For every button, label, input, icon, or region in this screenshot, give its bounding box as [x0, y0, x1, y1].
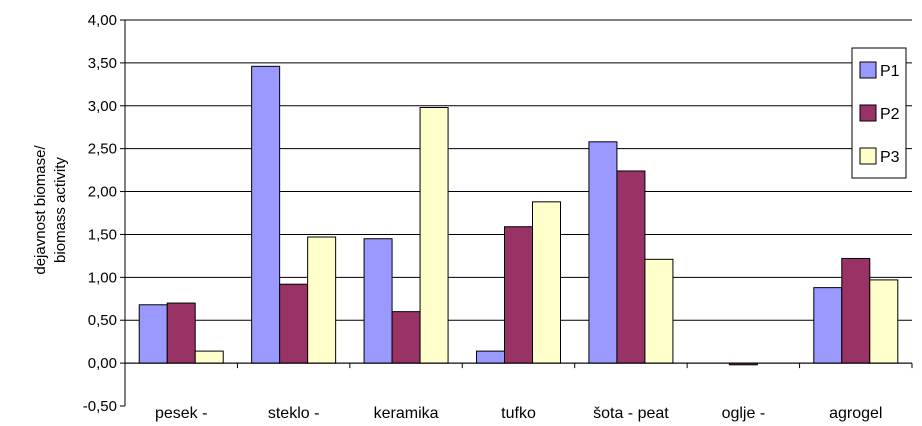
bar-p1 — [139, 305, 167, 363]
legend-label: P1 — [880, 63, 900, 80]
bar-p3 — [195, 351, 223, 363]
x-tick-label: tufko — [501, 405, 536, 422]
bar-p1 — [477, 351, 505, 363]
bar-p2 — [280, 284, 308, 363]
x-tick-labels: pesek -sandsteklo -glasskeramikaceramics… — [155, 405, 882, 426]
bar-p3 — [645, 259, 673, 363]
bar-p1 — [814, 288, 842, 363]
bar-p3 — [308, 237, 336, 363]
y-tick-label: 1,00 — [88, 269, 117, 286]
bar-p1 — [589, 142, 617, 363]
bar-p2 — [167, 303, 195, 363]
x-tick-label: šota - peat — [593, 405, 669, 422]
bar-p2 — [617, 171, 645, 363]
y-tick-label: 0,50 — [88, 312, 117, 329]
x-tick-label: pesek - — [155, 405, 207, 422]
y-tick-label: 2,00 — [88, 184, 117, 201]
y-tick-labels: -0,50 0,00 0,50 1,00 1,50 2,00 2,50 3,00 3,50 4,0… — [83, 12, 117, 415]
y-tick-label: 4,00 — [88, 12, 117, 29]
y-tick-label: 2,50 — [88, 141, 117, 158]
bar-p2 — [842, 258, 870, 363]
y-axis-title-line: biomass activity — [52, 157, 69, 263]
y-tick-label: 1,50 — [88, 226, 117, 243]
bar-p3 — [870, 280, 898, 363]
bar-p3 — [420, 107, 448, 363]
bar-p1 — [252, 66, 280, 363]
x-tick-label: agrogel — [829, 405, 882, 422]
y-axis-label: dejavnost biomase/biomass activity — [32, 145, 69, 275]
y-tick-label: 3,50 — [88, 55, 117, 72]
bar-p3 — [533, 202, 561, 363]
bar-p2 — [392, 312, 420, 363]
legend-swatch-p3 — [860, 148, 876, 164]
bar-p1 — [364, 239, 392, 363]
x-tick-label: oglje - — [722, 405, 766, 422]
y-tick-label: 3,00 — [88, 98, 117, 115]
legend-label: P3 — [880, 149, 900, 166]
bar-p2 — [505, 227, 533, 363]
x-tick-label: steklo - — [268, 405, 320, 422]
legend-label: P2 — [880, 106, 900, 123]
y-axis-title-line: dejavnost biomase/ — [32, 145, 49, 275]
legend-swatch-p2 — [860, 105, 876, 121]
y-tick-label: -0,50 — [83, 398, 117, 415]
legend-swatch-p1 — [860, 62, 876, 78]
legend: P1 P2 P3 — [852, 48, 906, 178]
x-tick-label: keramika — [374, 405, 439, 422]
y-tick-label: 0,00 — [88, 355, 117, 372]
